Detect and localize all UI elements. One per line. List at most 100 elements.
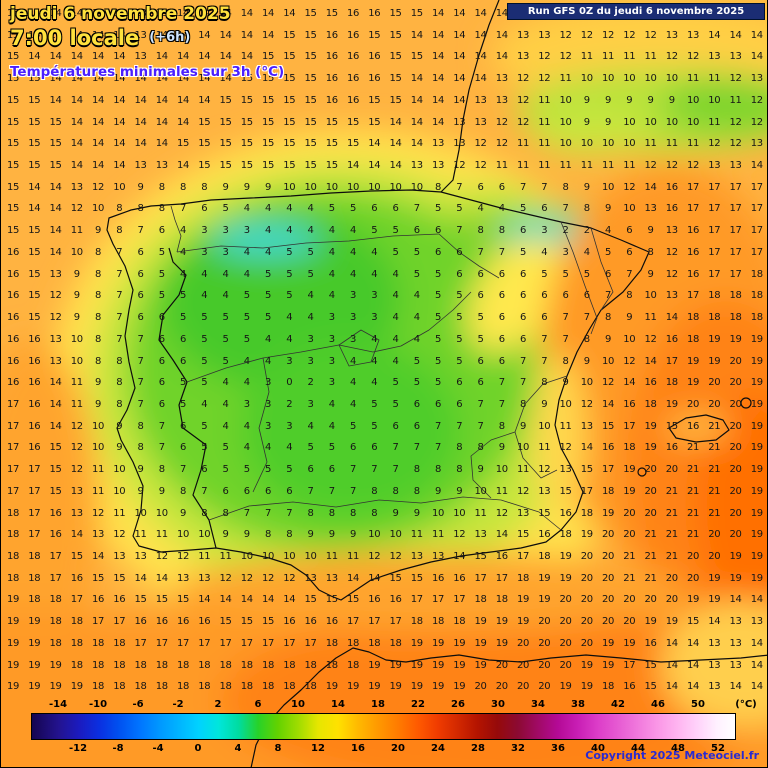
grid-temp-value: 6 xyxy=(413,420,420,432)
grid-temp-value: 15 xyxy=(49,485,62,497)
grid-temp-value: 4 xyxy=(349,225,357,237)
grid-temp-value: 11 xyxy=(431,529,445,541)
grid-temp-value: 9 xyxy=(498,442,505,454)
grid-temp-value: 12 xyxy=(538,51,551,63)
grid-temp-value: 14 xyxy=(453,94,466,106)
grid-temp-value: 16 xyxy=(176,616,190,628)
grid-temp-value: 8 xyxy=(519,398,527,410)
grid-temp-value: 17 xyxy=(91,616,105,628)
grid-temp-value: 14 xyxy=(686,681,700,693)
grid-temp-value: 6 xyxy=(498,355,505,367)
grid-temp-value: 14 xyxy=(155,51,168,63)
grid-temp-value: 6 xyxy=(541,203,548,215)
grid-temp-value: 7 xyxy=(201,485,208,497)
grid-temp-value: 19 xyxy=(750,333,763,345)
grid-temp-value: 14 xyxy=(176,94,190,106)
grid-temp-value: 14 xyxy=(28,203,41,215)
grid-temp-value: 5 xyxy=(243,290,250,302)
grid-temp-value: 5 xyxy=(456,355,463,367)
grid-temp-value: 10 xyxy=(559,138,572,150)
grid-temp-value: 5 xyxy=(286,464,293,476)
grid-temp-value: 5 xyxy=(307,268,314,280)
grid-temp-value: 13 xyxy=(134,551,147,562)
grid-temp-value: 14 xyxy=(155,116,168,128)
grid-temp-value: 18 xyxy=(134,681,147,693)
grid-temp-value: 18 xyxy=(304,681,317,693)
grid-temp-value: 11 xyxy=(346,551,360,562)
grid-temp-value: 6 xyxy=(626,246,633,258)
grid-temp-value: 20 xyxy=(708,398,721,410)
grid-temp-value: 3 xyxy=(243,398,250,410)
grid-temp-value: 12 xyxy=(474,160,487,172)
grid-temp-value: 16 xyxy=(346,51,360,63)
grid-temp-value: 15 xyxy=(91,572,105,584)
grid-temp-value: 14 xyxy=(155,572,168,584)
grid-temp-value: 14 xyxy=(453,551,466,562)
grid-temp-value: 18 xyxy=(283,659,296,671)
grid-temp-value: 13 xyxy=(644,203,657,215)
grid-temp-value: 9 xyxy=(477,464,484,476)
grid-temp-value: 19 xyxy=(28,637,41,649)
scale-tick-label: 44 xyxy=(631,743,645,754)
scale-tick-label: 2 xyxy=(214,699,222,710)
run-info-badge: Run GFS 0Z du jeudi 6 novembre 2025 xyxy=(507,3,765,20)
grid-temp-value: 12 xyxy=(623,355,636,367)
grid-temp-value: 6 xyxy=(137,290,144,302)
grid-temp-value: 20 xyxy=(686,551,700,562)
grid-temp-value: 16 xyxy=(49,507,62,519)
grid-temp-value: 6 xyxy=(179,355,187,367)
grid-temp-value: 4 xyxy=(243,355,250,367)
grid-temp-value: 7 xyxy=(349,464,357,476)
grid-temp-value: 14 xyxy=(389,160,402,172)
grid-temp-value: 19 xyxy=(665,616,678,628)
menorca-island xyxy=(740,397,752,409)
grid-temp-value: 15 xyxy=(665,420,678,432)
grid-temp-value: 13 xyxy=(304,572,317,584)
grid-temp-value: 18 xyxy=(474,594,487,606)
grid-temp-value: 5 xyxy=(307,442,314,454)
grid-temp-value: 19 xyxy=(623,637,636,649)
grid-temp-value: 12 xyxy=(559,442,572,454)
grid-temp-value: 15 xyxy=(283,29,296,41)
grid-temp-value: 11 xyxy=(134,529,147,541)
grid-temp-value: 11 xyxy=(729,94,742,106)
grid-temp-value: 13 xyxy=(49,333,62,345)
grid-temp-value: 12 xyxy=(729,116,742,128)
grid-temp-value: 16 xyxy=(304,616,317,628)
grid-temp-value: 3 xyxy=(201,246,208,258)
grid-temp-value: 16 xyxy=(686,246,700,258)
grid-temp-value: 17 xyxy=(750,203,763,215)
grid-temp-value: 19 xyxy=(559,551,572,562)
grid-temp-value: 8 xyxy=(158,181,165,193)
grid-temp-value: 8 xyxy=(201,181,208,193)
grid-temp-value: 20 xyxy=(708,551,721,562)
grid-temp-value: 17 xyxy=(368,616,381,628)
scale-tick-label: -12 xyxy=(68,743,88,754)
grid-temp-value: 9 xyxy=(456,485,463,497)
grid-temp-value: 14 xyxy=(729,29,742,41)
grid-temp-value: 5 xyxy=(222,464,229,476)
grid-temp-value: 16 xyxy=(665,181,678,193)
grid-temp-value: 14 xyxy=(261,29,275,41)
grid-temp-value: 9 xyxy=(604,94,612,106)
grid-temp-value: 15 xyxy=(283,116,296,128)
grid-temp-value: 20 xyxy=(644,464,657,476)
grid-temp-value: 2 xyxy=(583,225,590,237)
grid-temp-value: 9 xyxy=(583,355,590,367)
grid-temp-value: 15 xyxy=(176,594,190,606)
grid-temp-value: 5 xyxy=(434,203,442,215)
grid-temp-value: 4 xyxy=(222,398,229,410)
grid-temp-value: 13 xyxy=(70,181,83,193)
grid-temp-value: 10 xyxy=(623,138,636,150)
grid-temp-value: 5 xyxy=(477,312,484,324)
grid-temp-value: 8 xyxy=(158,464,165,476)
grid-temp-value: 14 xyxy=(49,181,62,193)
grid-temp-value: 8 xyxy=(647,246,654,258)
grid-temp-value: 11 xyxy=(601,160,615,172)
grid-temp-value: 6 xyxy=(158,398,165,410)
grid-temp-value: 15 xyxy=(304,8,317,19)
grid-temp-value: 18 xyxy=(686,312,700,324)
grid-temp-value: 4 xyxy=(541,246,548,258)
grid-temp-value: 7 xyxy=(498,377,505,389)
grid-temp-value: 14 xyxy=(49,94,62,106)
